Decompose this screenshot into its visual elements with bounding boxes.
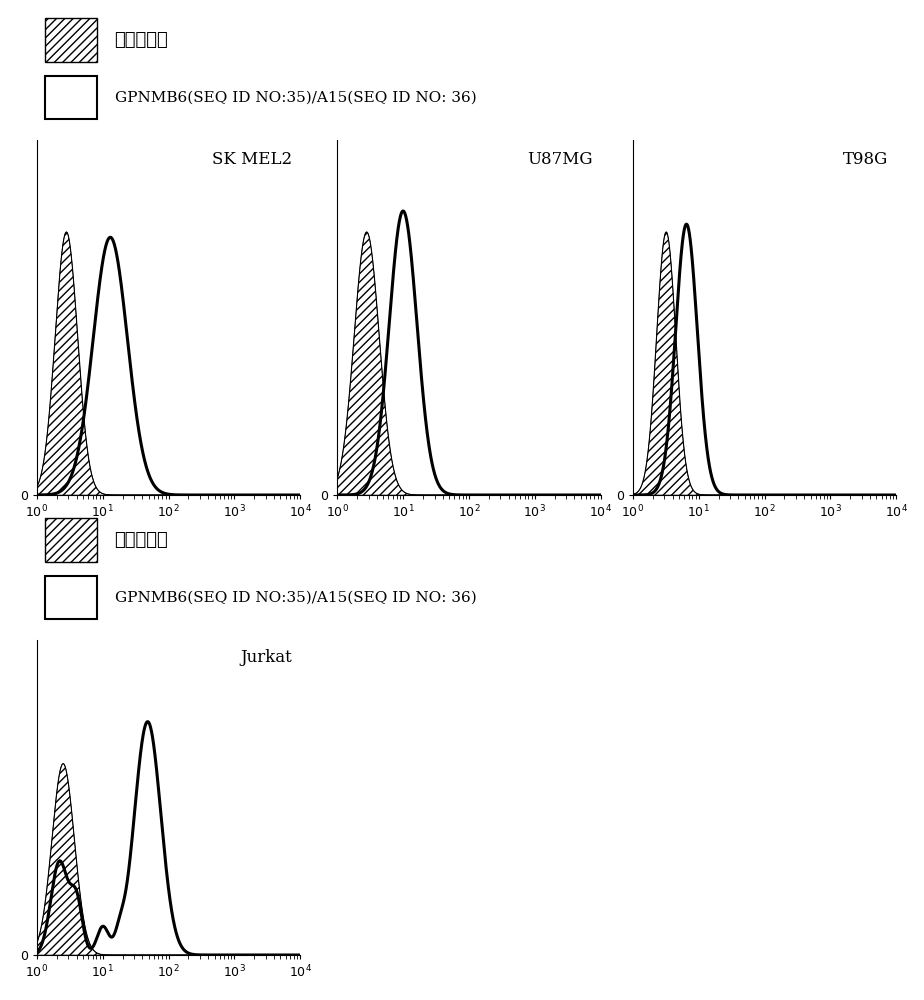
Text: 同種型対照: 同種型対照: [115, 531, 168, 549]
Text: 同種型対照: 同種型対照: [115, 31, 168, 49]
Text: SK MEL2: SK MEL2: [213, 151, 292, 168]
Bar: [45, 518, 97, 562]
Bar: [45, 76, 97, 119]
Text: Jurkat: Jurkat: [240, 649, 292, 666]
Text: GPNMB6(SEQ ID NO:35)/A15(SEQ ID NO: 36): GPNMB6(SEQ ID NO:35)/A15(SEQ ID NO: 36): [115, 90, 477, 104]
Bar: [45, 576, 97, 619]
Text: GPNMB6(SEQ ID NO:35)/A15(SEQ ID NO: 36): GPNMB6(SEQ ID NO:35)/A15(SEQ ID NO: 36): [115, 590, 477, 604]
Text: U87MG: U87MG: [528, 151, 592, 168]
Bar: [45, 18, 97, 62]
Text: T98G: T98G: [843, 151, 888, 168]
